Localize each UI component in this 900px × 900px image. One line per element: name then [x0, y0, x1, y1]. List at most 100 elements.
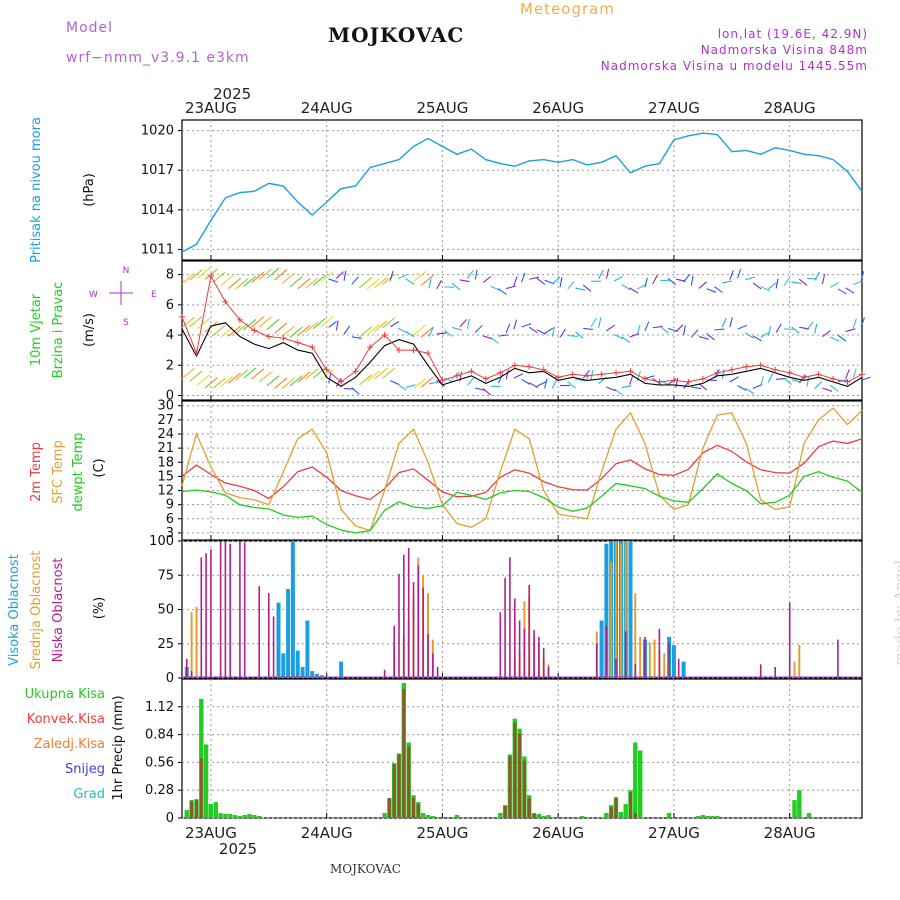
precip-total-bar [425, 815, 431, 818]
wind-barb [505, 369, 509, 380]
precip-conv-bar [402, 688, 406, 818]
wind-barb [814, 271, 821, 281]
cloud-bar-2 [538, 636, 540, 678]
wind-barb [335, 320, 339, 331]
wind-barb [528, 326, 538, 334]
cloud-bar-2 [774, 667, 776, 678]
precip-total-bar [430, 816, 435, 818]
wind-barb [567, 334, 578, 338]
wind-barb [490, 285, 501, 291]
wind-barb [305, 368, 319, 380]
wind-barb [513, 373, 524, 379]
wind-barb [829, 384, 839, 392]
model-name: wrf−nmm_v3.9.1 e3km [66, 50, 250, 66]
cloud-bar-2 [514, 598, 516, 678]
wind-barb [266, 318, 280, 330]
cloud-bar-1 [195, 606, 198, 678]
wind-barb [482, 388, 492, 396]
wind-barb [605, 268, 610, 279]
gust-point [569, 371, 576, 378]
wind-barb [258, 371, 272, 383]
ytick-label-pressure-3: 1020 [141, 124, 174, 139]
wind-barb [467, 269, 474, 279]
compass-rose: W E N S [89, 266, 157, 328]
precip-total-bar [705, 816, 710, 818]
wind-barb [675, 377, 679, 388]
wind-barb [466, 318, 470, 329]
top-date-label-4: 27AUG [648, 99, 700, 117]
wind-barb [544, 378, 548, 389]
cloud-bar-1 [663, 653, 666, 678]
ylabel-temp-dewpt: dewpt Temp [71, 432, 86, 511]
cloud-bar-0 [599, 620, 604, 678]
ylabel-pressure-unit: (hPa) [82, 173, 97, 207]
cloud-bar-1 [634, 593, 637, 678]
wind-barb [722, 280, 733, 284]
precip-total-bar [618, 812, 624, 818]
wind-barb [498, 334, 509, 337]
gust-point [757, 362, 764, 369]
cloud-bar-0 [315, 673, 319, 678]
gust-point [801, 374, 808, 381]
wind-barb [536, 277, 546, 285]
wind-barb [690, 275, 694, 286]
wind-barb [405, 330, 415, 338]
ytick-label-cloud-1: 25 [157, 637, 174, 652]
wind-barb [698, 281, 707, 289]
precip-total-bar [638, 750, 643, 818]
cloud-bar-2 [393, 625, 395, 678]
precip-total-bar [184, 810, 189, 818]
gust-point [728, 366, 735, 373]
cloud-bar-2 [258, 586, 260, 678]
wind-barb [505, 285, 516, 290]
wind-barb [752, 335, 763, 342]
wind-barb [297, 324, 311, 337]
cloud-bar-2 [417, 565, 420, 678]
cloud-bar-2 [403, 554, 405, 678]
wind-barb [220, 275, 234, 287]
wind-barb [204, 321, 218, 333]
wind-barb [258, 268, 272, 280]
wind-barb [389, 270, 394, 281]
cloud-bar-2 [677, 658, 680, 678]
wind-speed-line [181, 322, 863, 388]
wind-barb [590, 318, 597, 328]
wind-barb [729, 270, 734, 280]
wind-barb [235, 369, 249, 381]
cloud-bar-2 [528, 584, 530, 678]
cloud-bar-0 [339, 661, 344, 678]
wind-barb [305, 277, 319, 289]
cloud-bar-2 [668, 642, 670, 678]
cloud-bar-1 [619, 543, 622, 678]
wind-barb [420, 274, 434, 286]
top-date-label-5: 28AUG [764, 99, 816, 117]
cloud-bar-2 [186, 658, 188, 678]
cloud-bar-2 [542, 647, 545, 678]
gust-point [193, 350, 200, 357]
precip-conv-bar [412, 798, 415, 818]
cloud-bar-0 [681, 661, 686, 678]
wind-barb [475, 387, 486, 391]
wind-barb [220, 375, 234, 388]
gust-point [511, 362, 518, 369]
ytick-label-temperature-2: 9 [166, 498, 174, 513]
cloud-bar-2 [210, 549, 212, 678]
gust-point [207, 273, 214, 280]
precip-conv-bar [609, 807, 613, 818]
precip-total-bar [247, 814, 252, 818]
ytick-label-temperature-5: 18 [157, 455, 174, 470]
precip-legend-3: Snijeg [65, 762, 105, 777]
bottom-year-label: 2025 [219, 840, 257, 858]
ytick-label-pressure-2: 1017 [141, 163, 174, 178]
wind-barb [829, 336, 840, 342]
wind-barb [397, 383, 407, 391]
gust-point [294, 339, 301, 346]
wind-barb [528, 382, 539, 389]
gust-point [685, 378, 692, 385]
gust-point [526, 363, 533, 370]
gust-point [584, 372, 591, 379]
wind-barb [281, 272, 295, 284]
cloud-bar-2 [658, 628, 661, 678]
precip-total-bar [218, 813, 223, 818]
wind-barb [552, 276, 561, 285]
